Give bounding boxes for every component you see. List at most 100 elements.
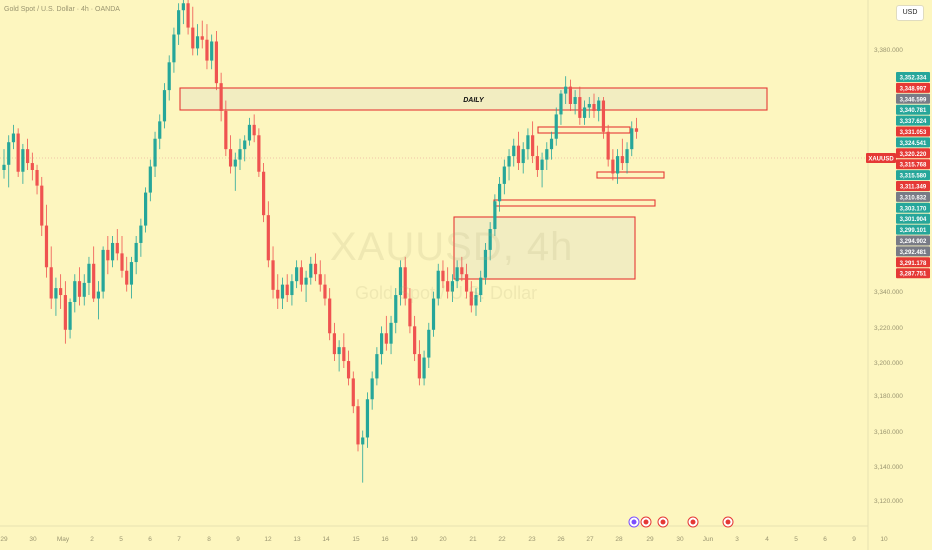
candle-body [77, 281, 82, 297]
price-tag-text: 3,352.334 [900, 76, 927, 82]
candle-body [573, 97, 577, 104]
candle-body [35, 170, 39, 186]
us-flag-event-icon[interactable] [687, 516, 699, 528]
candle-body [346, 361, 351, 379]
x-tick-label: 5 [119, 536, 123, 543]
candle-body [167, 62, 171, 91]
y-tick-label: 3,220.000 [874, 325, 903, 332]
candle-body [498, 183, 502, 202]
x-tick-label: 22 [498, 536, 506, 543]
candle-body [568, 86, 572, 104]
candle-body [479, 277, 483, 296]
candle-body [266, 215, 270, 261]
event-dot [660, 519, 666, 525]
price-tag [896, 181, 930, 191]
candle-body [257, 135, 261, 172]
price-tag [896, 159, 930, 170]
candle-body [559, 93, 563, 115]
candle-body [247, 124, 252, 141]
price-tag-text: 3,291.178 [900, 261, 927, 267]
symbol-tag [866, 153, 896, 163]
candle-body [361, 437, 365, 445]
candle-body [634, 128, 639, 132]
candle-body [191, 27, 195, 49]
earnings-event-icon[interactable] [628, 516, 640, 528]
candle-body [502, 166, 506, 184]
x-tick-label: 16 [381, 536, 389, 543]
x-tick-label: 26 [557, 536, 565, 543]
price-tag [896, 191, 930, 202]
zone-2 [537, 126, 631, 134]
candle-body [493, 201, 497, 230]
candle-body [578, 97, 582, 118]
us-flag-event-icon[interactable] [640, 516, 652, 528]
candle-body [290, 281, 294, 296]
price-tag-text: 3,303.170 [900, 206, 927, 212]
candle-body [110, 242, 115, 261]
x-tick-label: 9 [236, 536, 240, 543]
candle-body [351, 378, 355, 407]
candle-body [380, 333, 384, 355]
x-tick-label: 30 [676, 536, 684, 543]
candle-body [616, 156, 620, 174]
candle-body [200, 36, 204, 40]
zone-3 [596, 171, 665, 179]
us-flag-event-icon[interactable] [657, 516, 669, 528]
price-tag [896, 213, 930, 224]
candle-body [40, 185, 44, 226]
candle-body [262, 171, 266, 216]
candle-body [332, 333, 336, 355]
x-tick-label: 10 [880, 536, 888, 543]
candle-body [422, 357, 426, 379]
price-tag-text: 3,310.832 [900, 195, 927, 201]
candle-body [2, 164, 6, 170]
candle-body [205, 39, 209, 61]
candle-body [431, 298, 436, 330]
candle-body [384, 333, 388, 344]
candle-body [370, 378, 374, 400]
candle-body [318, 274, 322, 285]
x-tick-label: 2 [90, 536, 94, 543]
event-dot [631, 519, 637, 525]
event-icons[interactable] [628, 516, 734, 528]
candle-body [16, 133, 20, 172]
x-tick-label: 29 [646, 536, 654, 543]
price-tag-text: 3,346.599 [900, 97, 927, 103]
x-tick-label: Jun [703, 536, 714, 543]
candle-body [186, 3, 190, 28]
candle-body [285, 284, 289, 296]
candle-body [549, 138, 554, 150]
watermark-name: Gold Spot / U.S. Dollar [355, 283, 538, 303]
candle-body [394, 295, 398, 323]
price-tag-text: 3,337.624 [900, 119, 927, 125]
candle-body [592, 104, 596, 111]
event-dot [690, 519, 696, 525]
currency-button[interactable]: USD [896, 5, 924, 21]
candle-body [356, 406, 360, 445]
candle-body [582, 107, 587, 118]
x-tick-label: 15 [352, 536, 360, 543]
candle-body [469, 291, 473, 306]
candle-body [238, 149, 242, 160]
candle-body [460, 267, 464, 275]
price-labels: 3,352.334 3,348.997 3,346.599 3,340.781 3,33… [866, 72, 930, 279]
candle-body [252, 124, 256, 136]
candle-body [337, 347, 341, 355]
event-dot [725, 519, 731, 525]
x-tick-label: 6 [823, 536, 827, 543]
price-tag-text: 3,299.101 [900, 228, 927, 234]
candle-body [455, 267, 459, 282]
candle-body [148, 166, 152, 193]
event-dot [643, 519, 649, 525]
candle-body [342, 347, 346, 362]
price-tag-text: 3,348.997 [900, 86, 927, 92]
candle-body [389, 322, 393, 344]
candle-body [323, 284, 327, 299]
candle-body [243, 140, 247, 150]
candle-body [474, 295, 478, 306]
candle-body [554, 114, 558, 139]
candle-body [630, 128, 634, 150]
x-tick-label: 7 [177, 536, 181, 543]
us-flag-event-icon[interactable] [722, 516, 734, 528]
